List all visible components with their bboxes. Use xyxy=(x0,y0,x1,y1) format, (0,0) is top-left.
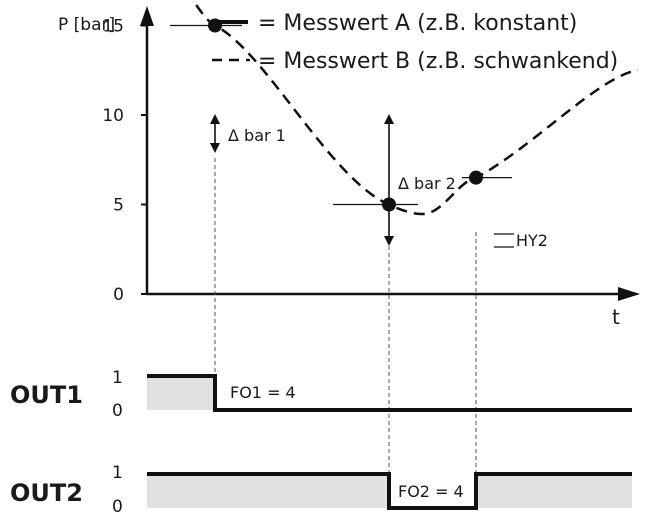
x-axis-label: t xyxy=(612,305,620,329)
y-tick-label: 15 xyxy=(102,17,124,37)
delta-bar-1-label: Δ bar 1 xyxy=(228,126,286,145)
guide-lines xyxy=(214,158,477,508)
legend-dashed-label: = Messwert B (z.B. schwankend) xyxy=(258,49,618,74)
delta-bar-2-label: Δ bar 2 xyxy=(398,174,456,193)
out2-level-low: 0 xyxy=(112,497,123,517)
x-axis-arrow xyxy=(618,287,640,301)
switch-point-marker xyxy=(208,18,222,33)
out1-timing xyxy=(147,374,632,412)
switch-points xyxy=(170,18,512,212)
out2-timing xyxy=(147,472,632,510)
delta-bar-2-dimension xyxy=(384,114,394,246)
y-axis-arrow xyxy=(140,6,154,26)
out1-label: OUT1 xyxy=(10,381,83,409)
delta-bar-1-dimension xyxy=(210,114,220,153)
switch-point-marker xyxy=(469,170,483,185)
hysteresis-label: HY2 xyxy=(516,231,548,250)
out2-note: FO2 = 4 xyxy=(398,482,464,501)
out1-level-low: 0 xyxy=(112,401,123,421)
out1-level-high: 1 xyxy=(112,368,123,388)
hysteresis-dimension xyxy=(494,233,514,248)
y-axis-label: P [bar] xyxy=(58,15,115,35)
y-tick-label: 10 xyxy=(102,106,124,126)
y-tick-label: 0 xyxy=(113,285,124,305)
out2-label: OUT2 xyxy=(10,479,83,507)
y-axis-ticks: 0510152025 xyxy=(102,17,147,305)
out2-level-high: 1 xyxy=(112,463,123,483)
out1-note: FO1 = 4 xyxy=(230,383,296,402)
y-tick-label: 5 xyxy=(113,196,124,216)
legend-solid-label: = Messwert A (z.B. konstant) xyxy=(258,11,577,36)
